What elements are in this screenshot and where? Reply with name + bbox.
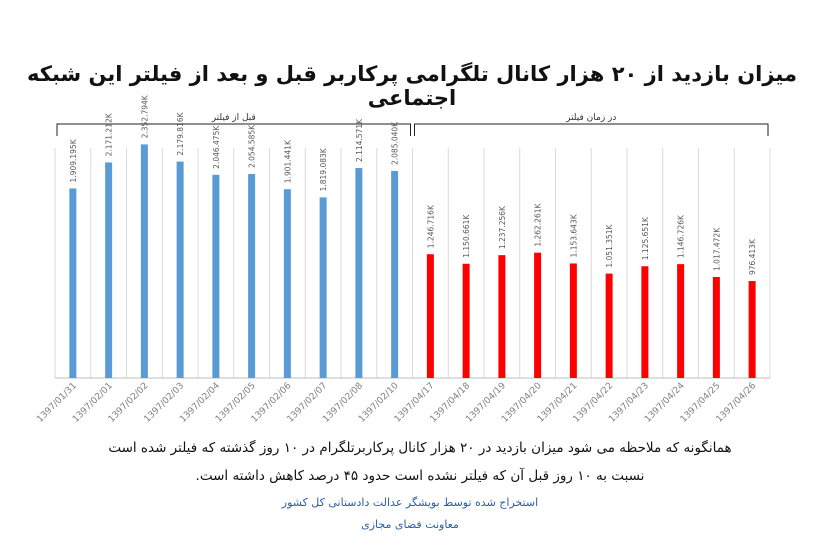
group-label-2: در زمان فیلتر xyxy=(565,113,616,123)
bar-value-label: 1.017.472K xyxy=(712,227,721,271)
source-line-1: استخراج شده توسط بویشگر عدالت دادستانی ک… xyxy=(281,496,539,509)
bar-value-label: 1.246.716K xyxy=(426,204,435,248)
bar-value-label: 1.153.643K xyxy=(569,213,578,257)
value-labels: 1.909.195K 2.171.212K 2.352.794K 2.179.816K… xyxy=(69,94,757,275)
grid-lines xyxy=(54,148,771,379)
bar-value-label: 2.171.212K xyxy=(105,112,114,156)
bar xyxy=(283,189,291,378)
bar xyxy=(641,266,649,378)
bar xyxy=(748,281,756,378)
bar xyxy=(426,254,434,378)
bar-value-label: 1.819.083K xyxy=(319,147,328,191)
bar xyxy=(605,273,613,378)
bar-value-label: 2.054.585K xyxy=(248,124,257,168)
bar xyxy=(176,161,184,378)
bar-value-label: 1.237.256K xyxy=(498,205,507,249)
bar-value-label: 2.114.571K xyxy=(355,118,364,162)
bar-value-label: 2.352.794K xyxy=(140,94,149,138)
bar xyxy=(462,263,470,378)
bar-value-label: 2.046.475K xyxy=(212,125,221,169)
group-bracket-1 xyxy=(56,123,411,136)
bar-value-label: 1.125.651K xyxy=(641,216,650,260)
bar xyxy=(712,276,720,378)
bar xyxy=(534,252,542,378)
bar xyxy=(140,144,148,378)
bar-value-label: 1.262.261K xyxy=(534,203,543,247)
bar-value-label: 976.413K xyxy=(748,238,757,275)
chart-title: میزان بازدید از ۲۰ هزار کانال تلگرامی پر… xyxy=(27,62,797,110)
bar-value-label: 1.909.195K xyxy=(69,138,78,182)
bar xyxy=(498,255,506,378)
bar-value-label: 1.901.441K xyxy=(283,139,292,183)
bar xyxy=(69,188,77,378)
bar xyxy=(569,263,577,378)
bar xyxy=(105,162,113,378)
note-line-1: همانگونه که ملاحظه می شود میزان بازدید د… xyxy=(108,440,732,456)
source-line-2: معاونت فضای مجازی xyxy=(361,518,459,531)
bar xyxy=(677,264,685,378)
bar-value-label: 1.150.661K xyxy=(462,214,471,258)
bar xyxy=(212,174,220,378)
bar-value-label: 2.085.040K xyxy=(391,121,400,165)
note-line-2: نسبت به ۱۰ روز قبل آن که فیلتر نشده است … xyxy=(195,468,645,484)
bar-value-label: 1.146.726K xyxy=(677,214,686,258)
group-bracket-2 xyxy=(414,123,769,136)
bar xyxy=(355,168,363,378)
bar-value-label: 1.051.351K xyxy=(605,223,614,267)
bar-value-label: 2.179.816K xyxy=(176,111,185,155)
group-brackets: قبل از فیلتر در زمان فیلتر xyxy=(56,113,769,136)
bar xyxy=(248,174,256,378)
bar xyxy=(319,197,327,378)
group-label-1: قبل از فیلتر xyxy=(211,113,256,123)
bars xyxy=(69,144,756,378)
x-tick-labels: 1397/01/311397/02/011397/02/021397/02/03… xyxy=(35,381,758,425)
bar xyxy=(391,170,399,378)
